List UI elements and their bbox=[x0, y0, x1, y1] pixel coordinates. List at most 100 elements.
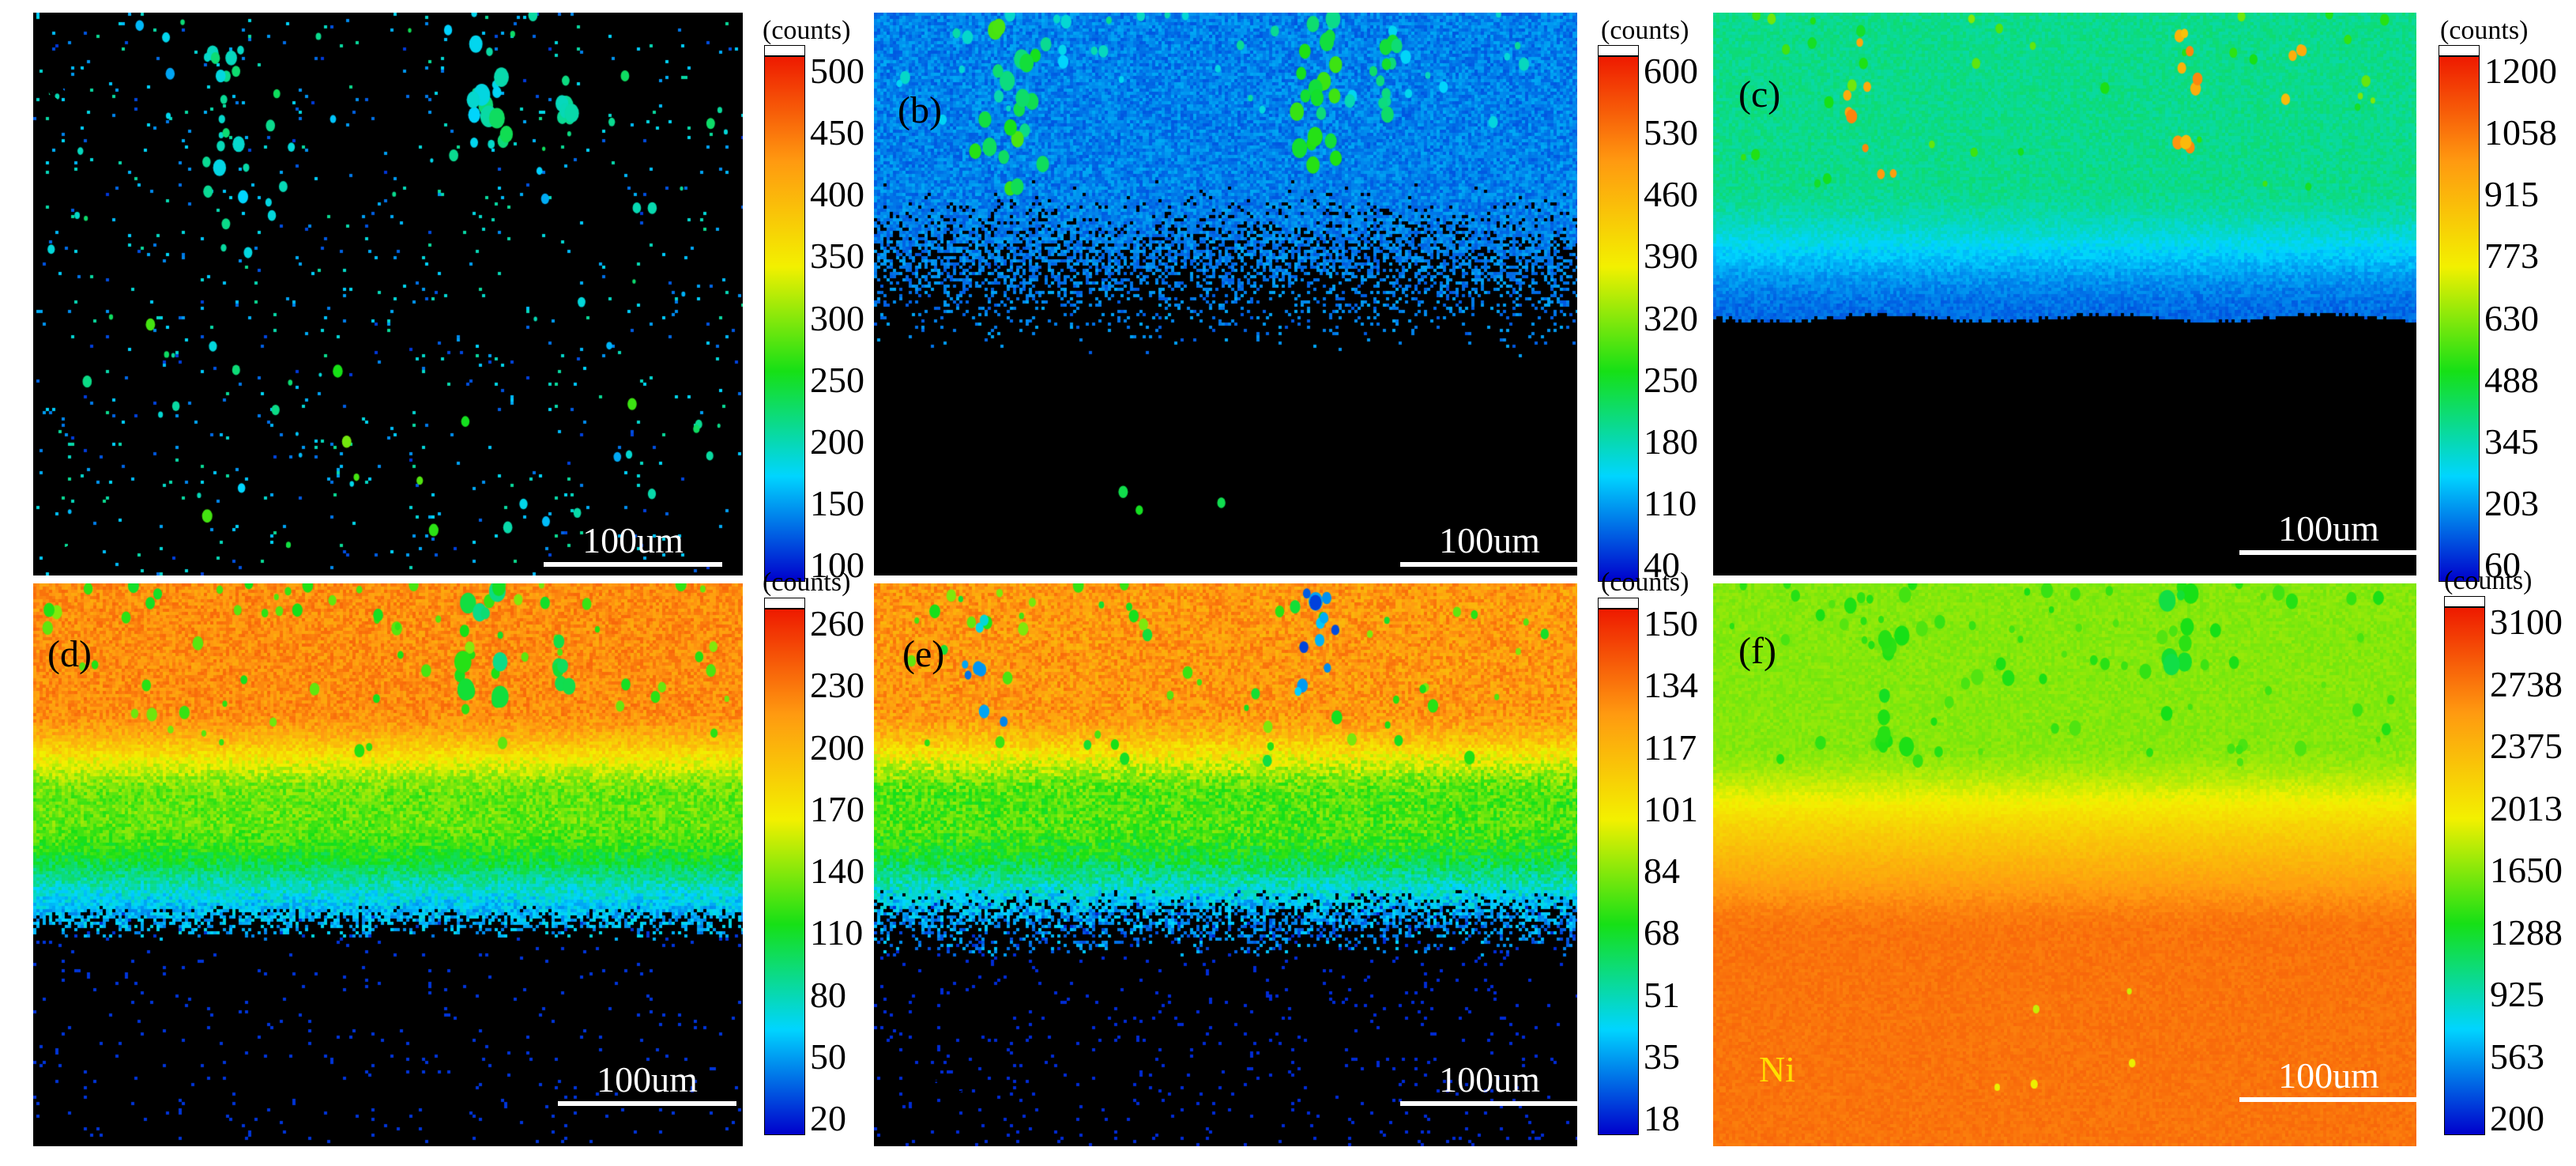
color-bar-tick-label: 100 bbox=[810, 545, 864, 585]
elemental-map-carbon bbox=[33, 13, 743, 575]
scale-bar-e: 100um bbox=[1400, 1062, 1579, 1106]
color-bar-tick-label: 630 bbox=[2484, 297, 2539, 338]
color-bar-tick-label: 488 bbox=[2484, 359, 2539, 400]
color-bar-tick-label: 390 bbox=[1644, 236, 1698, 277]
color-bar-tick-label: 300 bbox=[810, 297, 864, 338]
color-bar-b bbox=[1598, 45, 1639, 582]
color-bar-gradient-a bbox=[764, 56, 805, 582]
color-bar-tick-label: 18 bbox=[1644, 1098, 1680, 1138]
color-bar-cap-d bbox=[764, 598, 805, 609]
element-label-nickel: Ni bbox=[1759, 1049, 1795, 1089]
color-bar-tick-label: 35 bbox=[1644, 1036, 1680, 1077]
color-bar-tick-label: 915 bbox=[2484, 174, 2539, 215]
color-bar-tick-label: 600 bbox=[1644, 51, 1698, 91]
scale-bar-line-f bbox=[2239, 1097, 2418, 1102]
color-bar-tick-label: 530 bbox=[1644, 112, 1698, 153]
element-label-iron: Fe bbox=[928, 1060, 964, 1100]
color-bar-units-f: (counts) bbox=[2444, 566, 2533, 595]
color-bar-tick-label: 170 bbox=[810, 788, 864, 829]
color-bar-tick-label: 400 bbox=[810, 174, 864, 215]
color-bar-tick-label: 2013 bbox=[2490, 787, 2563, 828]
color-bar-tick-label: 500 bbox=[810, 51, 864, 91]
color-bar-gradient-b bbox=[1598, 56, 1639, 582]
color-bar-a bbox=[764, 45, 805, 582]
color-bar-tick-label: 150 bbox=[810, 482, 864, 523]
color-bar-tick-label: 450 bbox=[810, 112, 864, 153]
scale-bar-a: 100um bbox=[544, 523, 722, 567]
color-bar-c bbox=[2439, 45, 2480, 582]
panel-d-chromium-map: (d) Cr 100um (counts) 260 230 200 170 140 110… bbox=[33, 569, 1187, 1164]
scale-bar-f: 100um bbox=[2239, 1058, 2418, 1102]
color-bar-tick-label: 925 bbox=[2490, 974, 2544, 1014]
scale-bar-line-b bbox=[1400, 562, 1579, 567]
scale-bar-b: 100um bbox=[1400, 523, 1579, 567]
color-bar-units-c: (counts) bbox=[2440, 16, 2529, 45]
scale-bar-label-b: 100um bbox=[1439, 520, 1540, 560]
color-bar-tick-label: 2375 bbox=[2490, 726, 2563, 766]
panel-label-a: (a) bbox=[46, 59, 89, 101]
panel-b-silicon-map: (b) Si 100um (counts) 600 530 460 390 320 250… bbox=[874, 13, 2028, 594]
elemental-map-chromium bbox=[33, 583, 743, 1146]
panel-label-f: (f) bbox=[1738, 630, 1776, 672]
panel-label-e: (e) bbox=[902, 633, 945, 675]
color-bar-tick-label: 200 bbox=[810, 726, 864, 768]
color-bar-units-e: (counts) bbox=[1601, 568, 1689, 597]
color-bar-tick-label: 50 bbox=[810, 1036, 846, 1077]
color-bar-cap-e bbox=[1598, 598, 1639, 609]
scale-bar-line-c bbox=[2239, 550, 2418, 555]
color-bar-tick-label: 200 bbox=[810, 421, 864, 462]
color-bar-tick-label: 110 bbox=[1644, 482, 1697, 523]
element-label-carbon: C bbox=[47, 516, 72, 557]
color-bar-e bbox=[1598, 598, 1639, 1135]
panel-e-iron-map: (e) Fe 100um (counts) 150 134 117 101 84 68 51… bbox=[874, 569, 2028, 1164]
color-bar-tick-label: 230 bbox=[810, 665, 864, 706]
color-bar-tick-label: 203 bbox=[2484, 482, 2539, 523]
color-bar-units-d: (counts) bbox=[763, 568, 851, 597]
elemental-map-iron bbox=[874, 583, 1577, 1146]
panel-c-molybdenum-map: (c) Mo 100um (counts) 1200 1058 915 773 630 4… bbox=[1713, 13, 2576, 594]
color-bar-tick-label: 773 bbox=[2484, 236, 2539, 277]
color-bar-tick-label: 84 bbox=[1644, 851, 1680, 891]
scale-bar-d: 100um bbox=[558, 1062, 736, 1106]
color-bar-tick-label: 2738 bbox=[2490, 663, 2563, 704]
element-label-molybdenum: Mo bbox=[1754, 508, 1805, 549]
color-bar-tick-label: 260 bbox=[810, 603, 864, 643]
color-bar-tick-label: 150 bbox=[1644, 603, 1698, 643]
element-label-chromium: Cr bbox=[71, 1060, 107, 1100]
color-bar-tick-label: 250 bbox=[810, 359, 864, 400]
color-bar-gradient-c bbox=[2439, 56, 2480, 582]
elemental-map-silicon bbox=[874, 13, 1577, 575]
color-bar-tick-label: 68 bbox=[1644, 912, 1680, 953]
scale-bar-line-d bbox=[558, 1101, 736, 1106]
elemental-map-molybdenum bbox=[1713, 13, 2416, 575]
color-bar-tick-label: 200 bbox=[2490, 1098, 2544, 1138]
panel-label-c: (c) bbox=[1738, 74, 1781, 115]
color-bar-tick-label: 250 bbox=[1644, 359, 1698, 400]
scale-bar-c: 100um bbox=[2239, 511, 2418, 555]
color-bar-tick-label: 1200 bbox=[2484, 51, 2557, 91]
color-bar-units-b: (counts) bbox=[1601, 16, 1689, 45]
color-bar-gradient-f bbox=[2444, 607, 2485, 1135]
color-bar-tick-label: 320 bbox=[1644, 297, 1698, 338]
color-bar-tick-label: 460 bbox=[1644, 174, 1698, 215]
panel-a-carbon-map: (a) C 100um (counts) 500 450 400 350 300 250 2… bbox=[33, 13, 1187, 594]
color-bar-tick-label: 101 bbox=[1644, 788, 1698, 829]
color-bar-cap-f bbox=[2444, 596, 2485, 607]
color-bar-tick-label: 110 bbox=[810, 912, 864, 953]
scale-bar-line-a bbox=[544, 562, 722, 567]
scale-bar-line-e bbox=[1400, 1101, 1579, 1106]
panel-f-nickel-map: (f) Ni 100um (counts) 3100 2738 2375 2013 16… bbox=[1713, 568, 2576, 1164]
color-bar-tick-label: 140 bbox=[810, 851, 864, 891]
color-bar-tick-label: 1058 bbox=[2484, 112, 2557, 153]
color-bar-tick-label: 117 bbox=[1644, 726, 1697, 768]
color-bar-units-a: (counts) bbox=[763, 16, 851, 45]
color-bar-tick-label: 563 bbox=[2490, 1036, 2544, 1077]
color-bar-f bbox=[2444, 596, 2485, 1135]
color-bar-tick-label: 3100 bbox=[2490, 602, 2563, 642]
color-bar-tick-label: 51 bbox=[1644, 974, 1680, 1015]
elemental-map-nickel bbox=[1713, 583, 2416, 1146]
color-bar-tick-label: 20 bbox=[810, 1098, 846, 1138]
color-bar-tick-label: 1650 bbox=[2490, 850, 2563, 890]
color-bar-d bbox=[764, 598, 805, 1135]
color-bar-gradient-e bbox=[1598, 609, 1639, 1135]
